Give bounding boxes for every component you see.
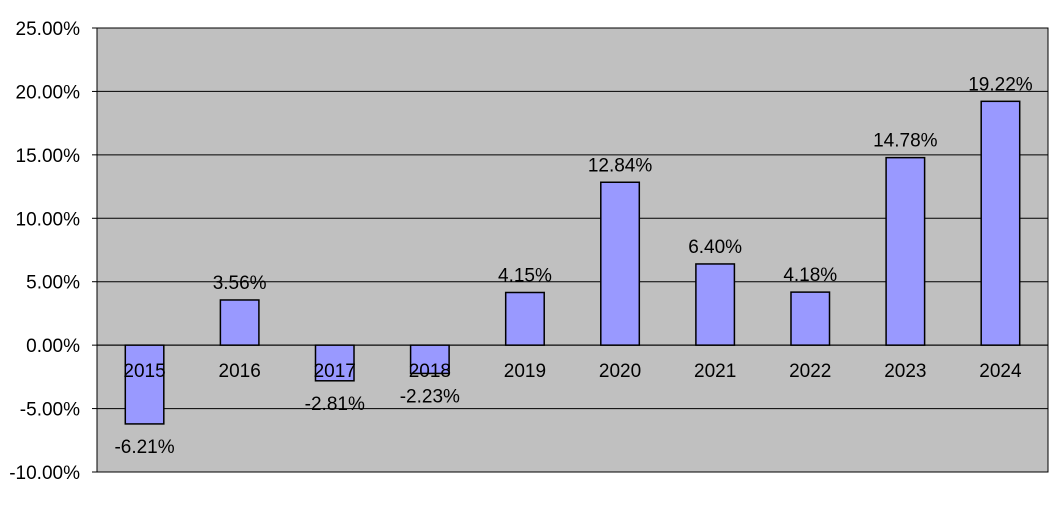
data-label: 19.22% [968,74,1033,95]
x-axis-category-label: 2023 [884,361,926,382]
bar-2017 [314,344,355,382]
data-label: 12.84% [588,155,653,176]
y-axis-tick-label: 25.00% [16,19,81,40]
bar-2020 [600,181,641,346]
bar-2022 [790,291,831,346]
data-label: 14.78% [873,131,938,152]
bar-2016 [219,299,260,346]
bar-2021 [695,263,736,346]
y-axis-tick-label: 0.00% [26,336,80,357]
data-label: 6.40% [688,237,742,258]
y-axis-tick-label: 10.00% [16,209,81,230]
data-label: -2.23% [400,386,460,407]
x-axis-category-label: 2018 [409,361,451,382]
x-axis-category-label: 2015 [123,361,165,382]
x-axis-category-labels: 2015 2016 2017 2018 2019 2020 2021 2022 2023 2024 [123,361,1022,382]
y-axis-tick-label: 15.00% [16,146,81,167]
x-axis-category-label: 2022 [789,361,831,382]
y-axis-tick-label: -5.00% [20,400,80,421]
y-axis-tick-label: 5.00% [26,273,80,294]
y-axis-tick-label: 20.00% [16,82,81,103]
bar-2023 [885,156,926,346]
y-axis-tick-labels: 25.00% 20.00% 15.00% 10.00% 5.00% 0.00% -5.00%… [9,19,80,484]
data-labels: -6.21% 3.56% -2.81% -2.23% 4.15% 12.84% 6.40% 4… [114,74,1032,458]
bar-2019 [504,291,545,346]
data-label: 4.15% [498,265,552,286]
bar-2024 [980,100,1021,346]
data-label: 4.18% [783,265,837,286]
bars [124,100,1021,425]
data-label: -6.21% [114,437,174,458]
x-axis-category-label: 2020 [599,361,641,382]
bar-2018 [409,344,450,375]
data-label: -2.81% [305,394,365,415]
x-axis-category-label: 2021 [694,361,736,382]
data-label: 3.56% [213,273,267,294]
x-axis-category-label: 2016 [219,361,261,382]
x-axis-category-label: 2019 [504,361,546,382]
bar-2015 [124,344,165,425]
x-axis-category-label: 2017 [314,361,356,382]
x-axis-category-label: 2024 [979,361,1022,382]
y-axis-tick-label: -10.00% [9,463,80,484]
